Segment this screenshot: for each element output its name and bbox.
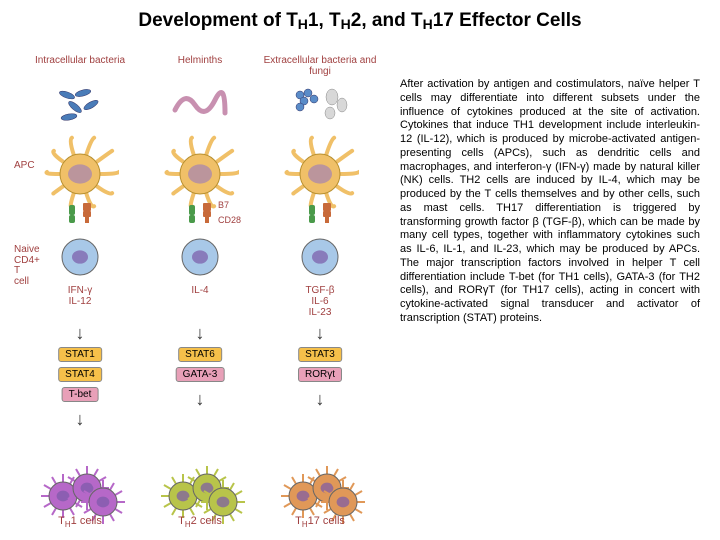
arrow-down-icon: ↓	[76, 409, 85, 430]
pathogen-label: Helminths	[140, 55, 260, 66]
naive-cell	[293, 230, 347, 284]
arrow-down-icon: ↓	[196, 323, 205, 344]
apc-cell	[41, 135, 119, 213]
pathogen-icon	[170, 85, 230, 120]
transcription-factor-box: STAT6	[178, 347, 222, 362]
cd28-label: CD28	[218, 215, 241, 225]
effector-label: TH2 cells	[140, 515, 260, 529]
column-3: Extracellular bacteria and fungi TGF-βIL…	[260, 55, 380, 530]
page-title: Development of TH1, TH2, and TH17 Effect…	[0, 10, 720, 32]
effector-cells	[40, 465, 120, 515]
cytokine-label: TGF-βIL-6IL-23	[260, 285, 380, 318]
pathogen-label: Intracellular bacteria	[20, 55, 140, 66]
cytokine-label: IL-4	[140, 285, 260, 296]
b7-label: B7	[218, 200, 229, 210]
pathogen-icon	[55, 85, 105, 125]
arrow-down-icon: ↓	[316, 389, 325, 410]
pathogen-label: Extracellular bacteria and fungi	[260, 55, 380, 77]
receptor-icon	[67, 203, 93, 225]
apc-cell	[281, 135, 359, 213]
transcription-factor-box: GATA-3	[176, 367, 225, 382]
naive-cell	[53, 230, 107, 284]
pathogen-icon	[290, 85, 350, 125]
transcription-factor-box: T-bet	[62, 387, 99, 402]
column-1: Intracellular bacteria IFN-γIL-12 ↓ STAT1 S…	[20, 55, 140, 530]
transcription-factor-box: RORγt	[298, 367, 342, 382]
transcription-factor-box: STAT3	[298, 347, 342, 362]
transcription-factor-box: STAT4	[58, 367, 102, 382]
naive-cell	[173, 230, 227, 284]
arrow-down-icon: ↓	[196, 389, 205, 410]
receptor-icon	[307, 203, 333, 225]
arrow-down-icon: ↓	[316, 323, 325, 344]
effector-cells	[160, 465, 240, 515]
effector-label: TH1 cells	[20, 515, 140, 529]
diagram-area: APC NaiveCD4+Tcell Intracellular bacteri…	[20, 55, 380, 530]
effector-cells	[280, 465, 360, 515]
receptor-icon	[187, 203, 213, 225]
arrow-down-icon: ↓	[76, 323, 85, 344]
column-2: Helminths B7 CD28 IL-4 ↓ STAT6 GATA-3 ↓ TH2 c…	[140, 55, 260, 530]
transcription-factor-box: STAT1	[58, 347, 102, 362]
description-text: After activation by antigen and costimul…	[400, 78, 700, 326]
effector-label: TH17 cells	[260, 515, 380, 529]
cytokine-label: IFN-γIL-12	[20, 285, 140, 307]
